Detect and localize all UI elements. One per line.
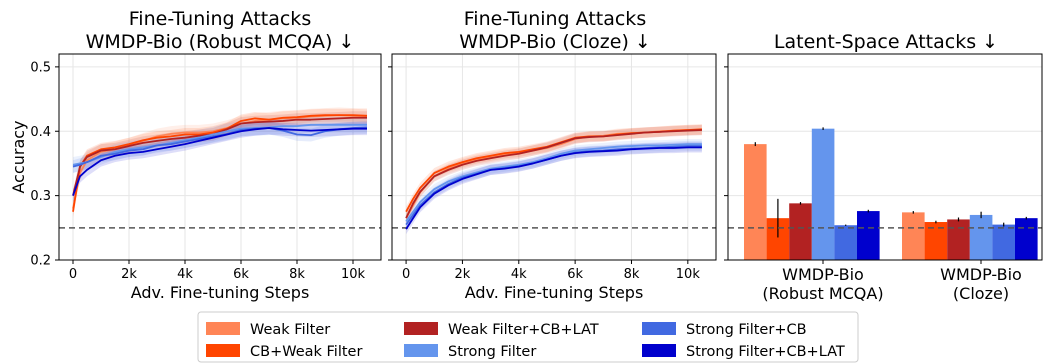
panel-1-frame <box>58 53 382 261</box>
panel-cloze: Fine-Tuning Attacks WMDP-Bio (Cloze) ↓ 0… <box>388 8 717 302</box>
x-tick-label: 0 <box>402 267 410 282</box>
bar-weak-filter <box>744 144 767 260</box>
x-tick-label: 6k <box>567 267 583 282</box>
bar-strong-filter <box>969 214 993 260</box>
legend-swatch <box>642 322 676 335</box>
panel-latent-space: Latent-Space Attacks ↓ WMDP-Bio (Robust … <box>724 31 1043 303</box>
line-strong-filter <box>405 143 702 222</box>
panel-3-title: Latent-Space Attacks ↓ <box>774 31 998 53</box>
y-axis-label: Accuracy <box>9 120 28 193</box>
legend-items: Weak Filter CB+Weak Filter Weak Filter+CB+… <box>206 322 845 360</box>
line-strong-filter-cb <box>72 126 368 168</box>
panel-2-error-bands <box>406 124 702 235</box>
panel-3-bars <box>744 127 1038 260</box>
line-weak-filter-cb-lat <box>405 129 702 219</box>
legend-item-weak-filter-cb-lat: Weak Filter+CB+LAT <box>404 322 599 338</box>
band-cb-weak-filter <box>73 108 367 219</box>
legend-swatch <box>206 344 240 357</box>
panel-1-x-axis-label: Adv. Fine-tuning Steps <box>131 283 310 302</box>
bar-cb-weak-filter <box>924 222 948 260</box>
line-strong-filter-cb-lat <box>72 127 367 196</box>
category-2-label-line-1: WMDP-Bio <box>940 265 1022 284</box>
bar-strong-filter <box>811 128 835 260</box>
bar-weak-filter-cb-lat <box>789 203 812 260</box>
line-strong-filter-cb-lat <box>405 146 702 230</box>
panel-1-series-lines <box>72 114 368 212</box>
band-cb-weak-filter <box>406 124 702 217</box>
panel-1-title-line-1: Fine-Tuning Attacks <box>129 8 311 30</box>
panel-2-ticks: 0 2k 4k 6k 8k 10k <box>388 66 701 282</box>
band-strong-filter-cb-lat <box>406 142 702 235</box>
legend-item-strong-filter-cb-lat: Strong Filter+CB+LAT <box>642 344 845 360</box>
legend: Weak Filter CB+Weak Filter Weak Filter+CB+… <box>197 311 859 363</box>
legend-label: Strong Filter+CB+LAT <box>686 344 845 360</box>
bar-cb-weak-filter <box>766 218 790 260</box>
legend-label: Strong Filter+CB <box>686 322 807 338</box>
line-cb-weak-filter <box>72 114 368 212</box>
x-tick-label: 4k <box>177 267 193 282</box>
panel-3-ticks <box>724 66 982 264</box>
bar-weak-filter-cb-lat <box>947 219 970 260</box>
panel-2-frame <box>391 53 717 261</box>
band-strong-filter-cb <box>406 140 702 230</box>
x-tick-label: 8k <box>289 267 305 282</box>
y-tick-label: 0.4 <box>30 125 51 140</box>
panel-2-title-line-1: Fine-Tuning Attacks <box>464 8 646 30</box>
legend-item-strong-filter-cb: Strong Filter+CB <box>642 322 807 338</box>
legend-label: Strong Filter <box>448 344 536 360</box>
legend-swatch <box>404 344 438 357</box>
bar-strong-filter-cb <box>992 224 1015 260</box>
panel-robust-mcqa: Fine-Tuning Attacks WMDP-Bio (Robust MCQ… <box>9 8 382 302</box>
panel-3-frame <box>727 53 1043 261</box>
x-tick-label: 10k <box>341 267 366 282</box>
legend-swatch <box>404 322 438 335</box>
x-tick-label: 10k <box>676 267 701 282</box>
panel-2-title-line-2: WMDP-Bio (Cloze) ↓ <box>459 31 651 53</box>
panel-2-series-lines <box>405 128 702 230</box>
bar-strong-filter-cb-lat <box>857 211 880 260</box>
legend-frame <box>197 311 859 363</box>
category-2-label-line-2: (Cloze) <box>953 284 1009 303</box>
category-1-label-line-1: WMDP-Bio <box>782 265 864 284</box>
panel-1-ticks: 0 2k 4k 6k 8k 10k 0.2 0.3 0.4 0.5 <box>30 60 365 282</box>
category-1-label-line-2: (Robust MCQA) <box>762 284 883 303</box>
x-tick-label: 2k <box>455 267 471 282</box>
bar-strong-filter-cb <box>834 225 857 260</box>
bar-strong-filter-cb-lat <box>1015 218 1038 260</box>
legend-label: Weak Filter <box>250 322 330 338</box>
x-tick-label: 4k <box>511 267 527 282</box>
legend-label: CB+Weak Filter <box>250 344 362 360</box>
legend-label: Weak Filter+CB+LAT <box>448 322 599 338</box>
legend-item-strong-filter: Strong Filter <box>404 344 536 360</box>
band-weak-filter <box>73 107 367 217</box>
panel-2-x-axis-label: Adv. Fine-tuning Steps <box>465 283 644 302</box>
x-tick-label: 8k <box>624 267 640 282</box>
legend-item-cb-weak-filter: CB+Weak Filter <box>206 344 362 360</box>
band-strong-filter <box>73 117 367 173</box>
legend-swatch <box>642 344 676 357</box>
x-tick-label: 2k <box>121 267 137 282</box>
x-tick-label: 6k <box>233 267 249 282</box>
legend-swatch <box>206 322 240 335</box>
y-tick-label: 0.3 <box>30 189 51 204</box>
y-tick-label: 0.5 <box>30 60 51 75</box>
legend-item-weak-filter: Weak Filter <box>206 322 330 338</box>
bar-weak-filter <box>902 212 925 260</box>
x-tick-label: 0 <box>69 267 77 282</box>
y-tick-label: 0.2 <box>30 254 51 269</box>
panel-1-title-line-2: WMDP-Bio (Robust MCQA) ↓ <box>86 31 355 53</box>
